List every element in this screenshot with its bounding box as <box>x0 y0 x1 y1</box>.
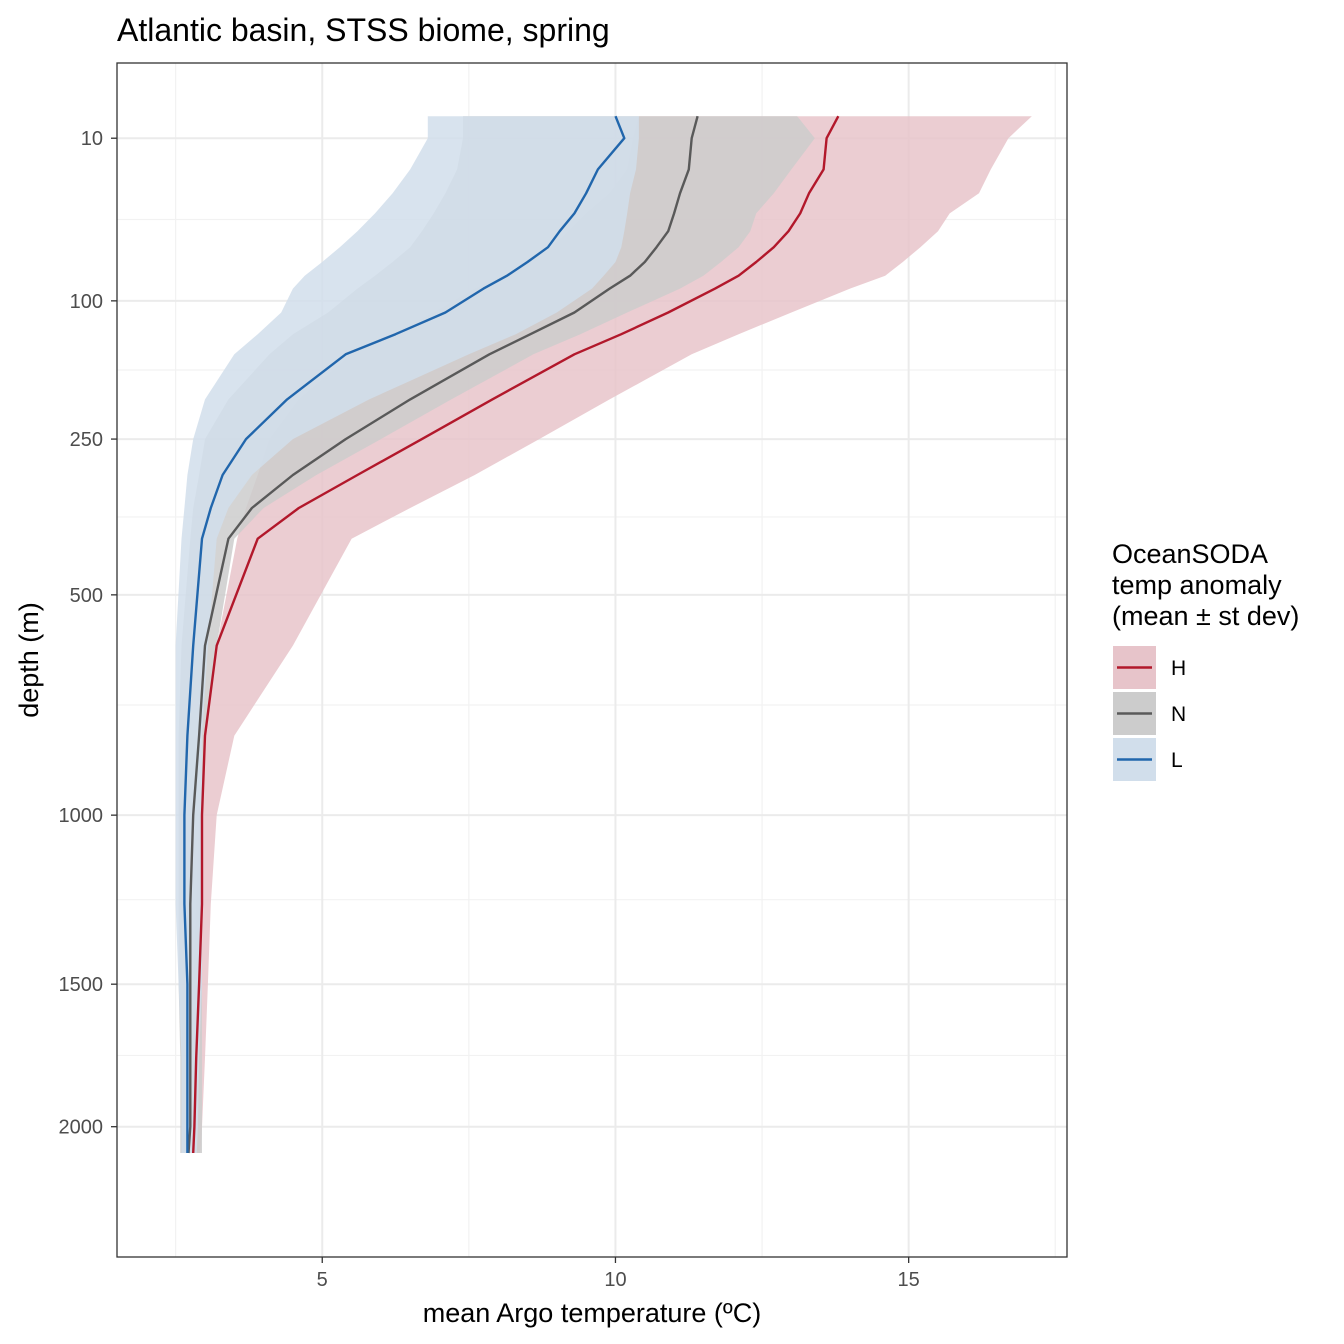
legend-title-line-2: temp anomaly <box>1112 570 1282 600</box>
legend-keys: HNL <box>1113 646 1186 781</box>
chart-title: Atlantic basin, STSS biome, spring <box>117 12 610 48</box>
legend-label-h: H <box>1171 657 1186 680</box>
x-axis-title: mean Argo temperature (ºC) <box>423 1298 762 1328</box>
y-tick-label: 1000 <box>59 805 104 827</box>
y-tick-label: 100 <box>70 291 103 313</box>
y-tick-label: 2000 <box>59 1117 104 1139</box>
y-tick-label: 500 <box>70 585 103 607</box>
mean-line-h <box>192 115 840 1154</box>
plot-panel: 5 10 15 10 100 250 500 1000 1500 2000 <box>59 62 1068 1291</box>
y-tick-label: 10 <box>81 128 103 150</box>
legend: OceanSODA temp anomaly (mean ± st dev) H… <box>1112 539 1299 781</box>
legend-label-l: L <box>1171 749 1183 772</box>
legend-title-line-1: OceanSODA <box>1112 539 1268 569</box>
y-tick-label: 1500 <box>59 974 104 996</box>
x-tick-label: 10 <box>604 1269 626 1291</box>
legend-label-n: N <box>1171 703 1186 726</box>
ribbon-l <box>175 116 639 1154</box>
x-tick-label: 15 <box>898 1269 920 1291</box>
panel-border <box>116 62 1068 1258</box>
y-tick-label: 250 <box>70 429 103 451</box>
mean-line-n <box>187 115 699 1154</box>
y-axis-title: depth (m) <box>14 602 44 718</box>
legend-title: OceanSODA temp anomaly (mean ± st dev) <box>1112 539 1299 631</box>
mean-line-l <box>183 115 626 1153</box>
legend-title-line-3: (mean ± st dev) <box>1112 601 1299 631</box>
x-tick-label: 5 <box>317 1269 328 1291</box>
